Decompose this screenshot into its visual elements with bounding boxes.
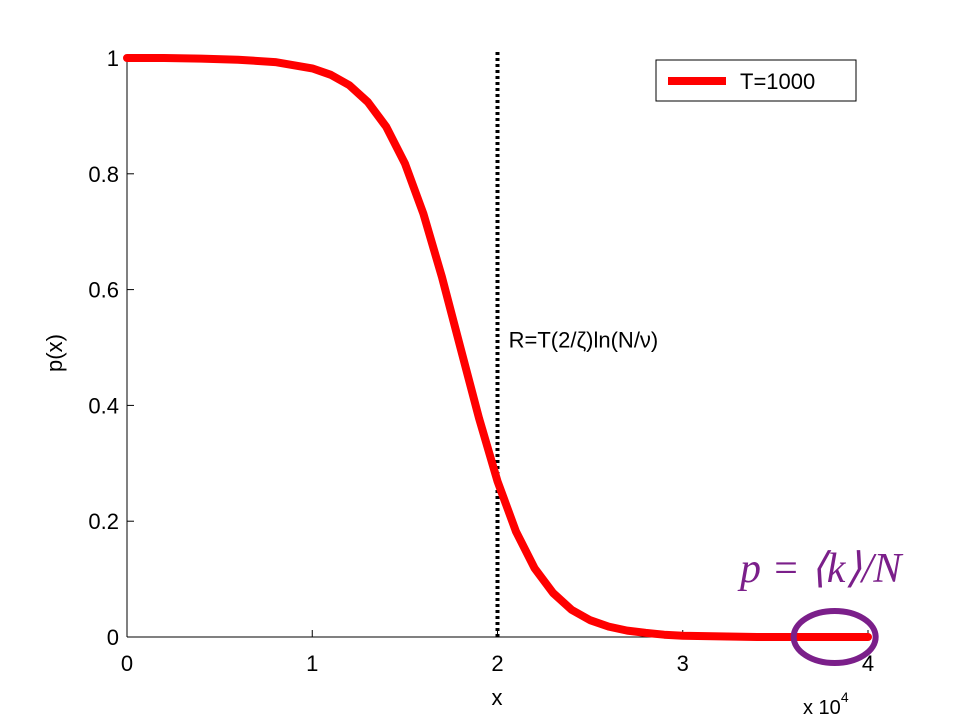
y-tick-label: 0 (107, 625, 119, 650)
y-axis-label: p(x) (42, 334, 67, 372)
y-tick-label: 0.8 (88, 162, 119, 187)
x-axis-label: x (492, 685, 503, 710)
y-tick-label: 0.2 (88, 509, 119, 534)
highlight-ellipse (790, 608, 879, 666)
y-ticks: 0 0.2 0.4 0.6 0.8 1 (88, 46, 134, 650)
y-tick-label: 1 (107, 46, 119, 71)
x-exponent-power: 4 (841, 689, 849, 705)
r-threshold-annotation: R=T(2/ζ)ln(N/ν) (509, 327, 659, 352)
series-line-t1000 (123, 54, 872, 641)
x-tick-label: 3 (677, 651, 689, 676)
y-tick-label: 0.6 (88, 278, 119, 303)
x-tick-label: 0 (121, 651, 133, 676)
y-tick-label: 0.4 (88, 393, 119, 418)
x-tick-label: 2 (491, 651, 503, 676)
x-exponent-label: x 104 (803, 689, 849, 719)
legend-label: T=1000 (740, 69, 815, 94)
legend: T=1000 (655, 59, 857, 102)
formula-annotation: p = ⟨k⟩/N (737, 546, 903, 592)
x-exponent-base: x 10 (803, 697, 841, 719)
x-tick-label: 1 (306, 651, 318, 676)
